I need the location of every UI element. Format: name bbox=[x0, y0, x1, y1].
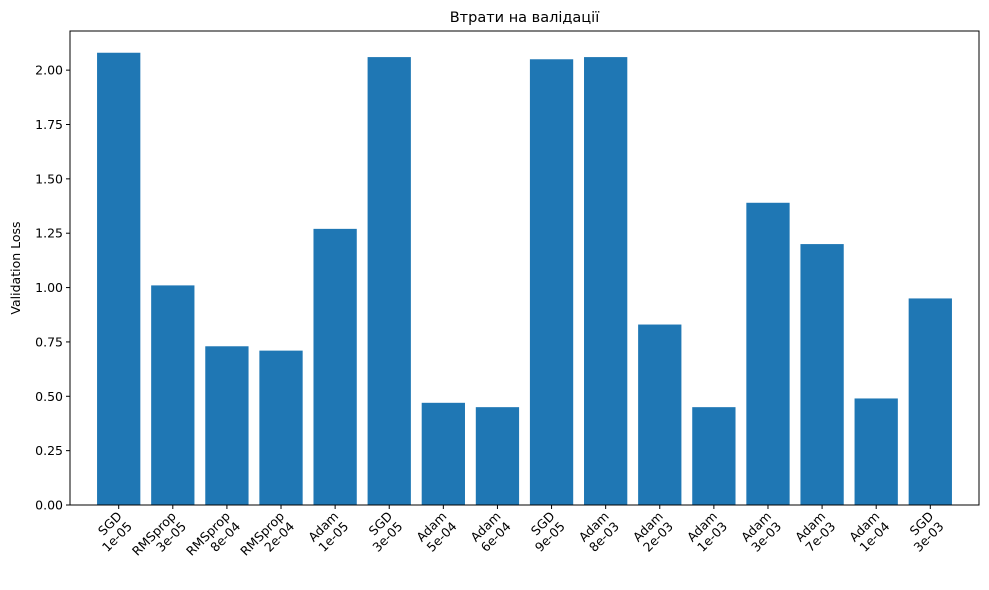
bar-rmsprop-3e-05 bbox=[151, 285, 195, 505]
y-tick-label: 1.75 bbox=[35, 117, 63, 132]
y-tick-label: 0.25 bbox=[35, 443, 63, 458]
x-tick-label: Adam1e-03 bbox=[684, 509, 730, 555]
x-tick-label: SGD9e-05 bbox=[522, 509, 568, 555]
x-tick-label: RMSprop8e-04 bbox=[183, 508, 243, 568]
x-tick-label: Adam3e-03 bbox=[738, 509, 784, 555]
y-tick-label: 0.50 bbox=[35, 389, 63, 404]
y-tick-label: 0.75 bbox=[35, 334, 63, 349]
x-tick-label: SGD3e-03 bbox=[900, 509, 946, 555]
plot-area-frame bbox=[69, 30, 980, 506]
x-tick-label: Adam6e-04 bbox=[467, 508, 513, 554]
bar-rmsprop-2e-04 bbox=[259, 350, 303, 505]
bars-group bbox=[97, 52, 952, 506]
x-tick-label: RMSprop3e-05 bbox=[129, 508, 189, 568]
x-tick-label: Adam1e-05 bbox=[305, 509, 351, 555]
bar-adam-5e-04 bbox=[421, 402, 465, 505]
bar-adam-1e-05 bbox=[313, 228, 357, 506]
bar-adam-1e-03 bbox=[692, 407, 736, 505]
y-tick-label: 0.00 bbox=[35, 498, 63, 513]
y-tick-label: 1.50 bbox=[35, 171, 63, 186]
y-tick-label: 2.00 bbox=[35, 63, 63, 78]
y-tick-label: 1.00 bbox=[35, 280, 63, 295]
bar-adam-1e-04 bbox=[854, 398, 898, 505]
bar-rmsprop-8e-04 bbox=[205, 346, 249, 505]
y-axis-ticks: 0.00 0.25 0.50 0.75 1.00 1.25 1.50 1.75 2.00 bbox=[35, 63, 70, 513]
bar-sgd-3e-03 bbox=[908, 298, 952, 505]
x-tick-label: Adam2e-03 bbox=[630, 509, 676, 555]
x-tick-label: Adam1e-04 bbox=[846, 508, 892, 554]
x-tick-label: Adam8e-03 bbox=[576, 509, 622, 555]
bar-sgd-3e-05 bbox=[367, 57, 411, 506]
bar-adam-6e-04 bbox=[475, 407, 520, 505]
bar-adam-3e-03 bbox=[746, 202, 790, 506]
x-tick-label: RMSprop2e-04 bbox=[237, 508, 297, 568]
x-axis-ticks: SGD1e-05RMSprop3e-05RMSprop8e-04RMSprop2… bbox=[95, 505, 947, 568]
x-tick-label: Adam5e-04 bbox=[413, 508, 459, 554]
bar-sgd-1e-05 bbox=[97, 52, 141, 506]
bar-adam-2e-03 bbox=[638, 324, 682, 505]
bar-sgd-9e-05 bbox=[529, 59, 574, 506]
chart-title: Втрати на валідації bbox=[450, 10, 600, 26]
y-tick-label: 1.25 bbox=[35, 226, 63, 241]
bar-adam-8e-03 bbox=[584, 57, 628, 506]
y-axis-label: Validation Loss bbox=[8, 221, 23, 314]
x-tick-label: SGD3e-05 bbox=[359, 509, 405, 555]
x-tick-label: Adam7e-03 bbox=[792, 509, 838, 555]
bar-adam-7e-03 bbox=[800, 244, 844, 505]
